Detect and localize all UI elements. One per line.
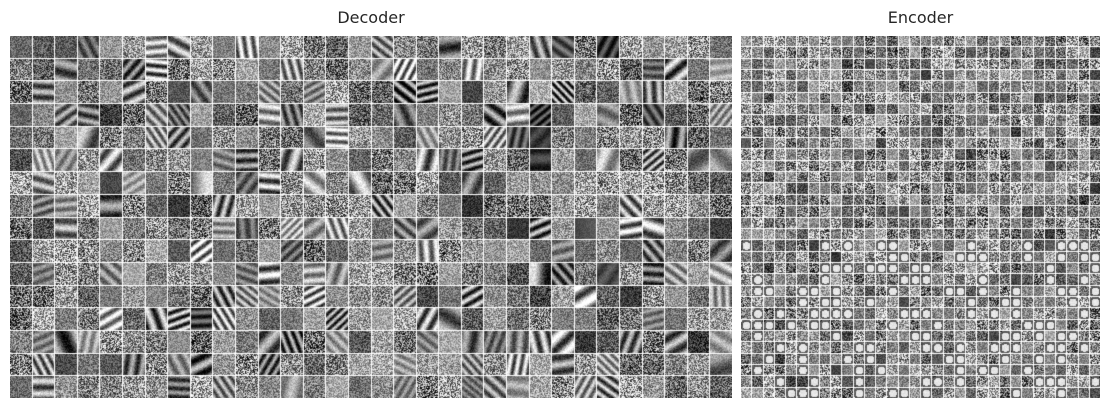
decoder-filter-grid xyxy=(10,36,732,398)
decoder-title: Decoder xyxy=(337,8,405,27)
encoder-filter-grid xyxy=(741,36,1100,398)
encoder-panel: Encoder xyxy=(741,0,1100,406)
decoder-panel: Decoder xyxy=(10,0,732,406)
encoder-title: Encoder xyxy=(887,8,954,27)
